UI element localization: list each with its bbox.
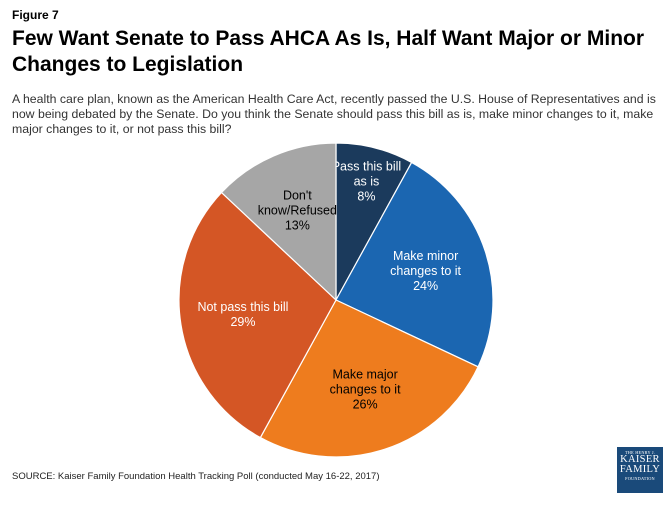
pie-label-line: 13% <box>285 219 310 233</box>
kff-logo: THE HENRY J. KAISER FAMILY FOUNDATION <box>617 447 663 493</box>
pie-label-4: Don't know/Refused 13% <box>258 189 337 233</box>
chart-title: Few Want Senate to Pass AHCA As Is, Half… <box>12 27 645 76</box>
pie-label-0: Pass this bill as is 8% <box>332 159 401 203</box>
pie-label-line: Not pass this bill <box>197 300 288 314</box>
logo-kaiser-text: KAISER <box>620 454 660 465</box>
pie-slice-4 <box>220 142 337 302</box>
pie-label-line: 8% <box>357 189 375 203</box>
figure-label: Figure 7 <box>12 8 59 22</box>
pie-label-line: as is <box>354 174 380 188</box>
pie-label-line: know/Refused <box>258 204 337 218</box>
pie-label-line: Don't <box>283 189 312 203</box>
pie-label-line: Make minor <box>393 249 458 263</box>
pie-label-line: 29% <box>230 315 255 329</box>
logo-top-text: THE HENRY J. <box>624 450 656 455</box>
pie-slice-3 <box>178 191 337 439</box>
source-note: SOURCE: Kaiser Family Foundation Health … <box>12 471 380 482</box>
pie-label-line: changes to it <box>330 383 401 397</box>
pie-label-line: changes to it <box>390 264 461 278</box>
pie-label-line: Pass this bill <box>332 159 401 173</box>
logo-foundation-text: FOUNDATION <box>625 476 655 481</box>
pie-slice-1 <box>335 161 494 368</box>
pie-label-1: Make minor changes to it 24% <box>390 249 461 293</box>
pie-label-2: Make major changes to it 26% <box>330 368 401 412</box>
pie-label-line: 26% <box>353 398 378 412</box>
pie-label-line: Make major <box>332 368 397 382</box>
survey-question: A health care plan, known as the America… <box>12 92 656 136</box>
logo-family-text: FAMILY <box>619 464 661 475</box>
pie-label-3: Not pass this bill 29% <box>197 300 288 329</box>
pie-label-line: 24% <box>413 279 438 293</box>
